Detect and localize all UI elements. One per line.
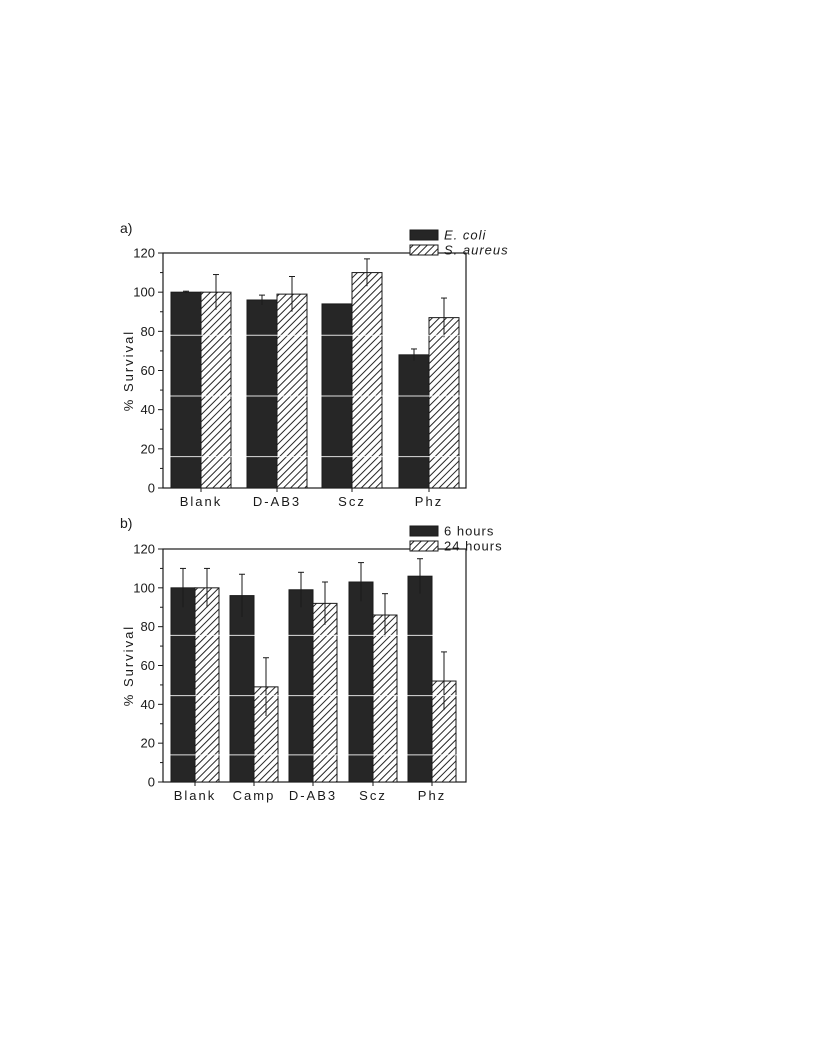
x-tick-label: Scz	[359, 788, 387, 803]
legend-label: S. aureus	[444, 243, 509, 258]
legend-label: 6 hours	[444, 524, 494, 539]
y-tick-label: 20	[141, 736, 155, 751]
x-tick-label: Blank	[174, 788, 217, 803]
bar	[312, 602, 338, 783]
x-tick-label: D-AB3	[253, 494, 301, 509]
panel-a-chart: 0 20 40 60 80 100 120 % Survival a) Blank D-AB3 Scz…	[120, 220, 509, 509]
bar	[351, 272, 383, 489]
y-tick-label: 100	[133, 580, 155, 595]
bar	[288, 589, 314, 783]
bar	[428, 317, 460, 489]
bar	[372, 614, 398, 783]
bar	[348, 581, 374, 783]
legend-label: E. coli	[444, 228, 487, 243]
legend-swatch	[409, 229, 439, 241]
y-tick-label: 60	[141, 658, 155, 673]
legend-swatch	[409, 540, 439, 552]
y-tick-label: 40	[141, 402, 155, 417]
bar	[246, 299, 278, 489]
x-tick-label: Phz	[418, 788, 446, 803]
x-tick-label: Scz	[338, 494, 366, 509]
y-tick-label: 100	[133, 285, 155, 300]
x-tick-label: Blank	[180, 494, 223, 509]
x-tick-label: Camp	[233, 788, 276, 803]
y-tick-label: 40	[141, 697, 155, 712]
y-tick-label: 80	[141, 324, 155, 339]
legend-swatch	[409, 525, 439, 537]
panel-b-chart: 0 20 40 60 80 100 120 % Survival b) Blank Camp D-AB…	[120, 515, 503, 803]
bar	[276, 293, 308, 489]
bar	[200, 291, 232, 489]
bar	[170, 291, 202, 489]
bar	[398, 354, 430, 489]
y-tick-label: 20	[141, 441, 155, 456]
x-tick-label: D-AB3	[289, 788, 337, 803]
bar	[407, 575, 433, 783]
bar	[170, 587, 196, 783]
legend-label: 24 hours	[444, 539, 503, 554]
x-tick-label: Phz	[415, 494, 443, 509]
bar	[229, 595, 255, 783]
y-tick-label: 0	[148, 481, 155, 496]
panel-label: b)	[120, 515, 132, 531]
y-tick-label: 120	[133, 542, 155, 557]
bar	[194, 587, 220, 783]
legend-swatch	[409, 244, 439, 256]
panel-label: a)	[120, 220, 132, 236]
y-tick-label: 60	[141, 363, 155, 378]
y-axis-label: % Survival	[121, 625, 136, 706]
y-tick-label: 0	[148, 775, 155, 790]
y-tick-label: 80	[141, 619, 155, 634]
y-tick-label: 120	[133, 246, 155, 261]
y-axis-label: % Survival	[121, 330, 136, 411]
